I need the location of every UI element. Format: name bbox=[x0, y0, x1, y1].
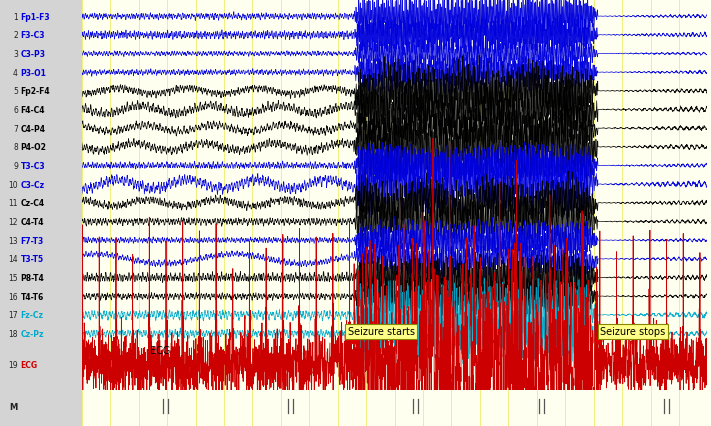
Text: F7-T3: F7-T3 bbox=[21, 236, 43, 245]
Text: Cz-C4: Cz-C4 bbox=[21, 199, 45, 208]
Text: 10: 10 bbox=[9, 180, 18, 189]
Text: 13: 13 bbox=[9, 236, 18, 245]
Text: 14: 14 bbox=[9, 255, 18, 264]
Text: 16: 16 bbox=[9, 292, 18, 301]
Text: 12: 12 bbox=[9, 218, 18, 227]
Text: 2: 2 bbox=[14, 31, 18, 40]
Text: F4-C4: F4-C4 bbox=[21, 106, 45, 115]
Text: 6: 6 bbox=[13, 106, 18, 115]
FancyBboxPatch shape bbox=[0, 390, 82, 426]
Text: C4-T4: C4-T4 bbox=[21, 218, 44, 227]
Text: C3-Cz: C3-Cz bbox=[21, 180, 45, 189]
Text: ECG: ECG bbox=[150, 345, 170, 355]
Text: C3-P3: C3-P3 bbox=[21, 50, 46, 59]
Text: T4-T6: T4-T6 bbox=[21, 292, 43, 301]
Text: M: M bbox=[10, 402, 18, 411]
FancyBboxPatch shape bbox=[0, 0, 82, 390]
Text: 8: 8 bbox=[14, 143, 18, 152]
Text: C4-P4: C4-P4 bbox=[21, 124, 46, 133]
Text: P3-O1: P3-O1 bbox=[21, 69, 46, 78]
Text: 18: 18 bbox=[9, 329, 18, 338]
Text: 9: 9 bbox=[13, 161, 18, 170]
Text: 4: 4 bbox=[13, 69, 18, 78]
Text: 1: 1 bbox=[14, 13, 18, 22]
Text: Fp1-F3: Fp1-F3 bbox=[21, 13, 50, 22]
Text: F3-C3: F3-C3 bbox=[21, 31, 45, 40]
Text: 19: 19 bbox=[9, 360, 18, 369]
Text: 17: 17 bbox=[9, 311, 18, 320]
Text: 5: 5 bbox=[13, 87, 18, 96]
Text: Fz-Cz: Fz-Cz bbox=[21, 311, 43, 320]
Text: T3-T5: T3-T5 bbox=[21, 255, 43, 264]
Text: Cz-Pz: Cz-Pz bbox=[21, 329, 44, 338]
Text: P4-O2: P4-O2 bbox=[21, 143, 46, 152]
Text: T3-C3: T3-C3 bbox=[21, 161, 45, 170]
Text: Fp2-F4: Fp2-F4 bbox=[21, 87, 50, 96]
Text: 15: 15 bbox=[9, 273, 18, 282]
Text: P8-T4: P8-T4 bbox=[21, 273, 44, 282]
Text: 11: 11 bbox=[9, 199, 18, 208]
Text: 3: 3 bbox=[13, 50, 18, 59]
Text: Seizure starts: Seizure starts bbox=[348, 327, 415, 337]
Text: Seizure stops: Seizure stops bbox=[600, 327, 665, 337]
Text: 7: 7 bbox=[13, 124, 18, 133]
Text: ECG: ECG bbox=[21, 360, 38, 369]
